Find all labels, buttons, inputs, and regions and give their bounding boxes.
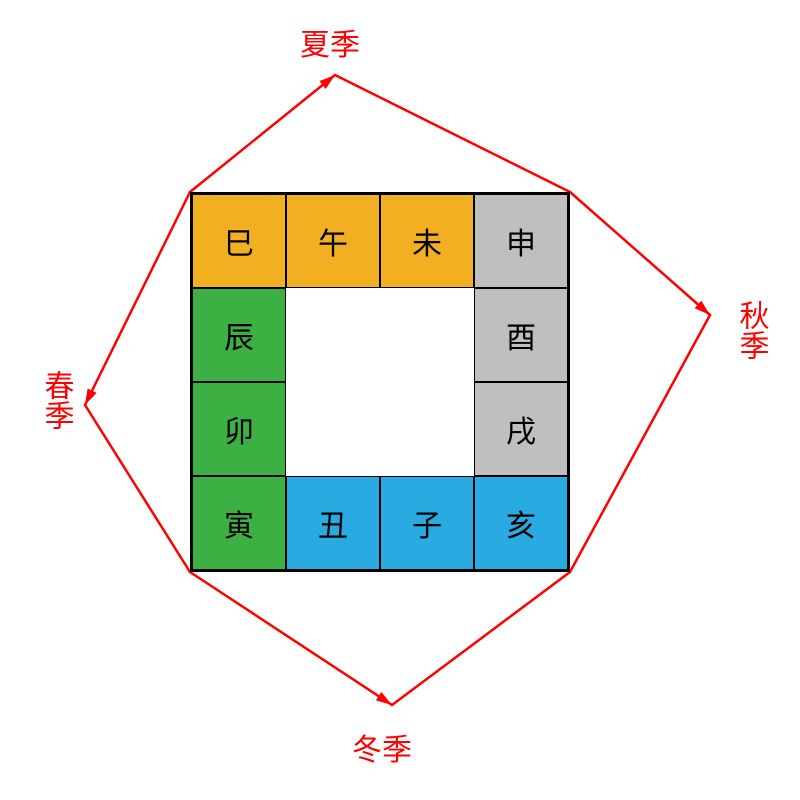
branch-cell: 巳 — [192, 194, 286, 288]
branch-cell: 亥 — [474, 476, 568, 570]
earthly-branches-grid: 巳午未申辰 酉卯 戌寅丑子亥 — [190, 192, 570, 572]
season-label-winter: 冬季 — [352, 735, 412, 767]
season-label-autumn: 秋季 — [735, 300, 767, 360]
branch-cell: 戌 — [474, 382, 568, 476]
branch-cell: 申 — [474, 194, 568, 288]
center-cell — [286, 288, 380, 382]
center-cell — [380, 382, 474, 476]
center-cell — [286, 382, 380, 476]
branch-cell: 寅 — [192, 476, 286, 570]
season-label-summer: 夏季 — [300, 30, 360, 62]
branch-cell: 辰 — [192, 288, 286, 382]
branch-cell: 子 — [380, 476, 474, 570]
branch-cell: 卯 — [192, 382, 286, 476]
diagram-stage: 巳午未申辰 酉卯 戌寅丑子亥 夏季 秋季 冬季 春季 — [0, 0, 800, 800]
branch-cell: 午 — [286, 194, 380, 288]
branch-cell: 丑 — [286, 476, 380, 570]
center-cell — [380, 288, 474, 382]
branch-cell: 未 — [380, 194, 474, 288]
branch-cell: 酉 — [474, 288, 568, 382]
season-label-spring: 春季 — [40, 370, 72, 430]
